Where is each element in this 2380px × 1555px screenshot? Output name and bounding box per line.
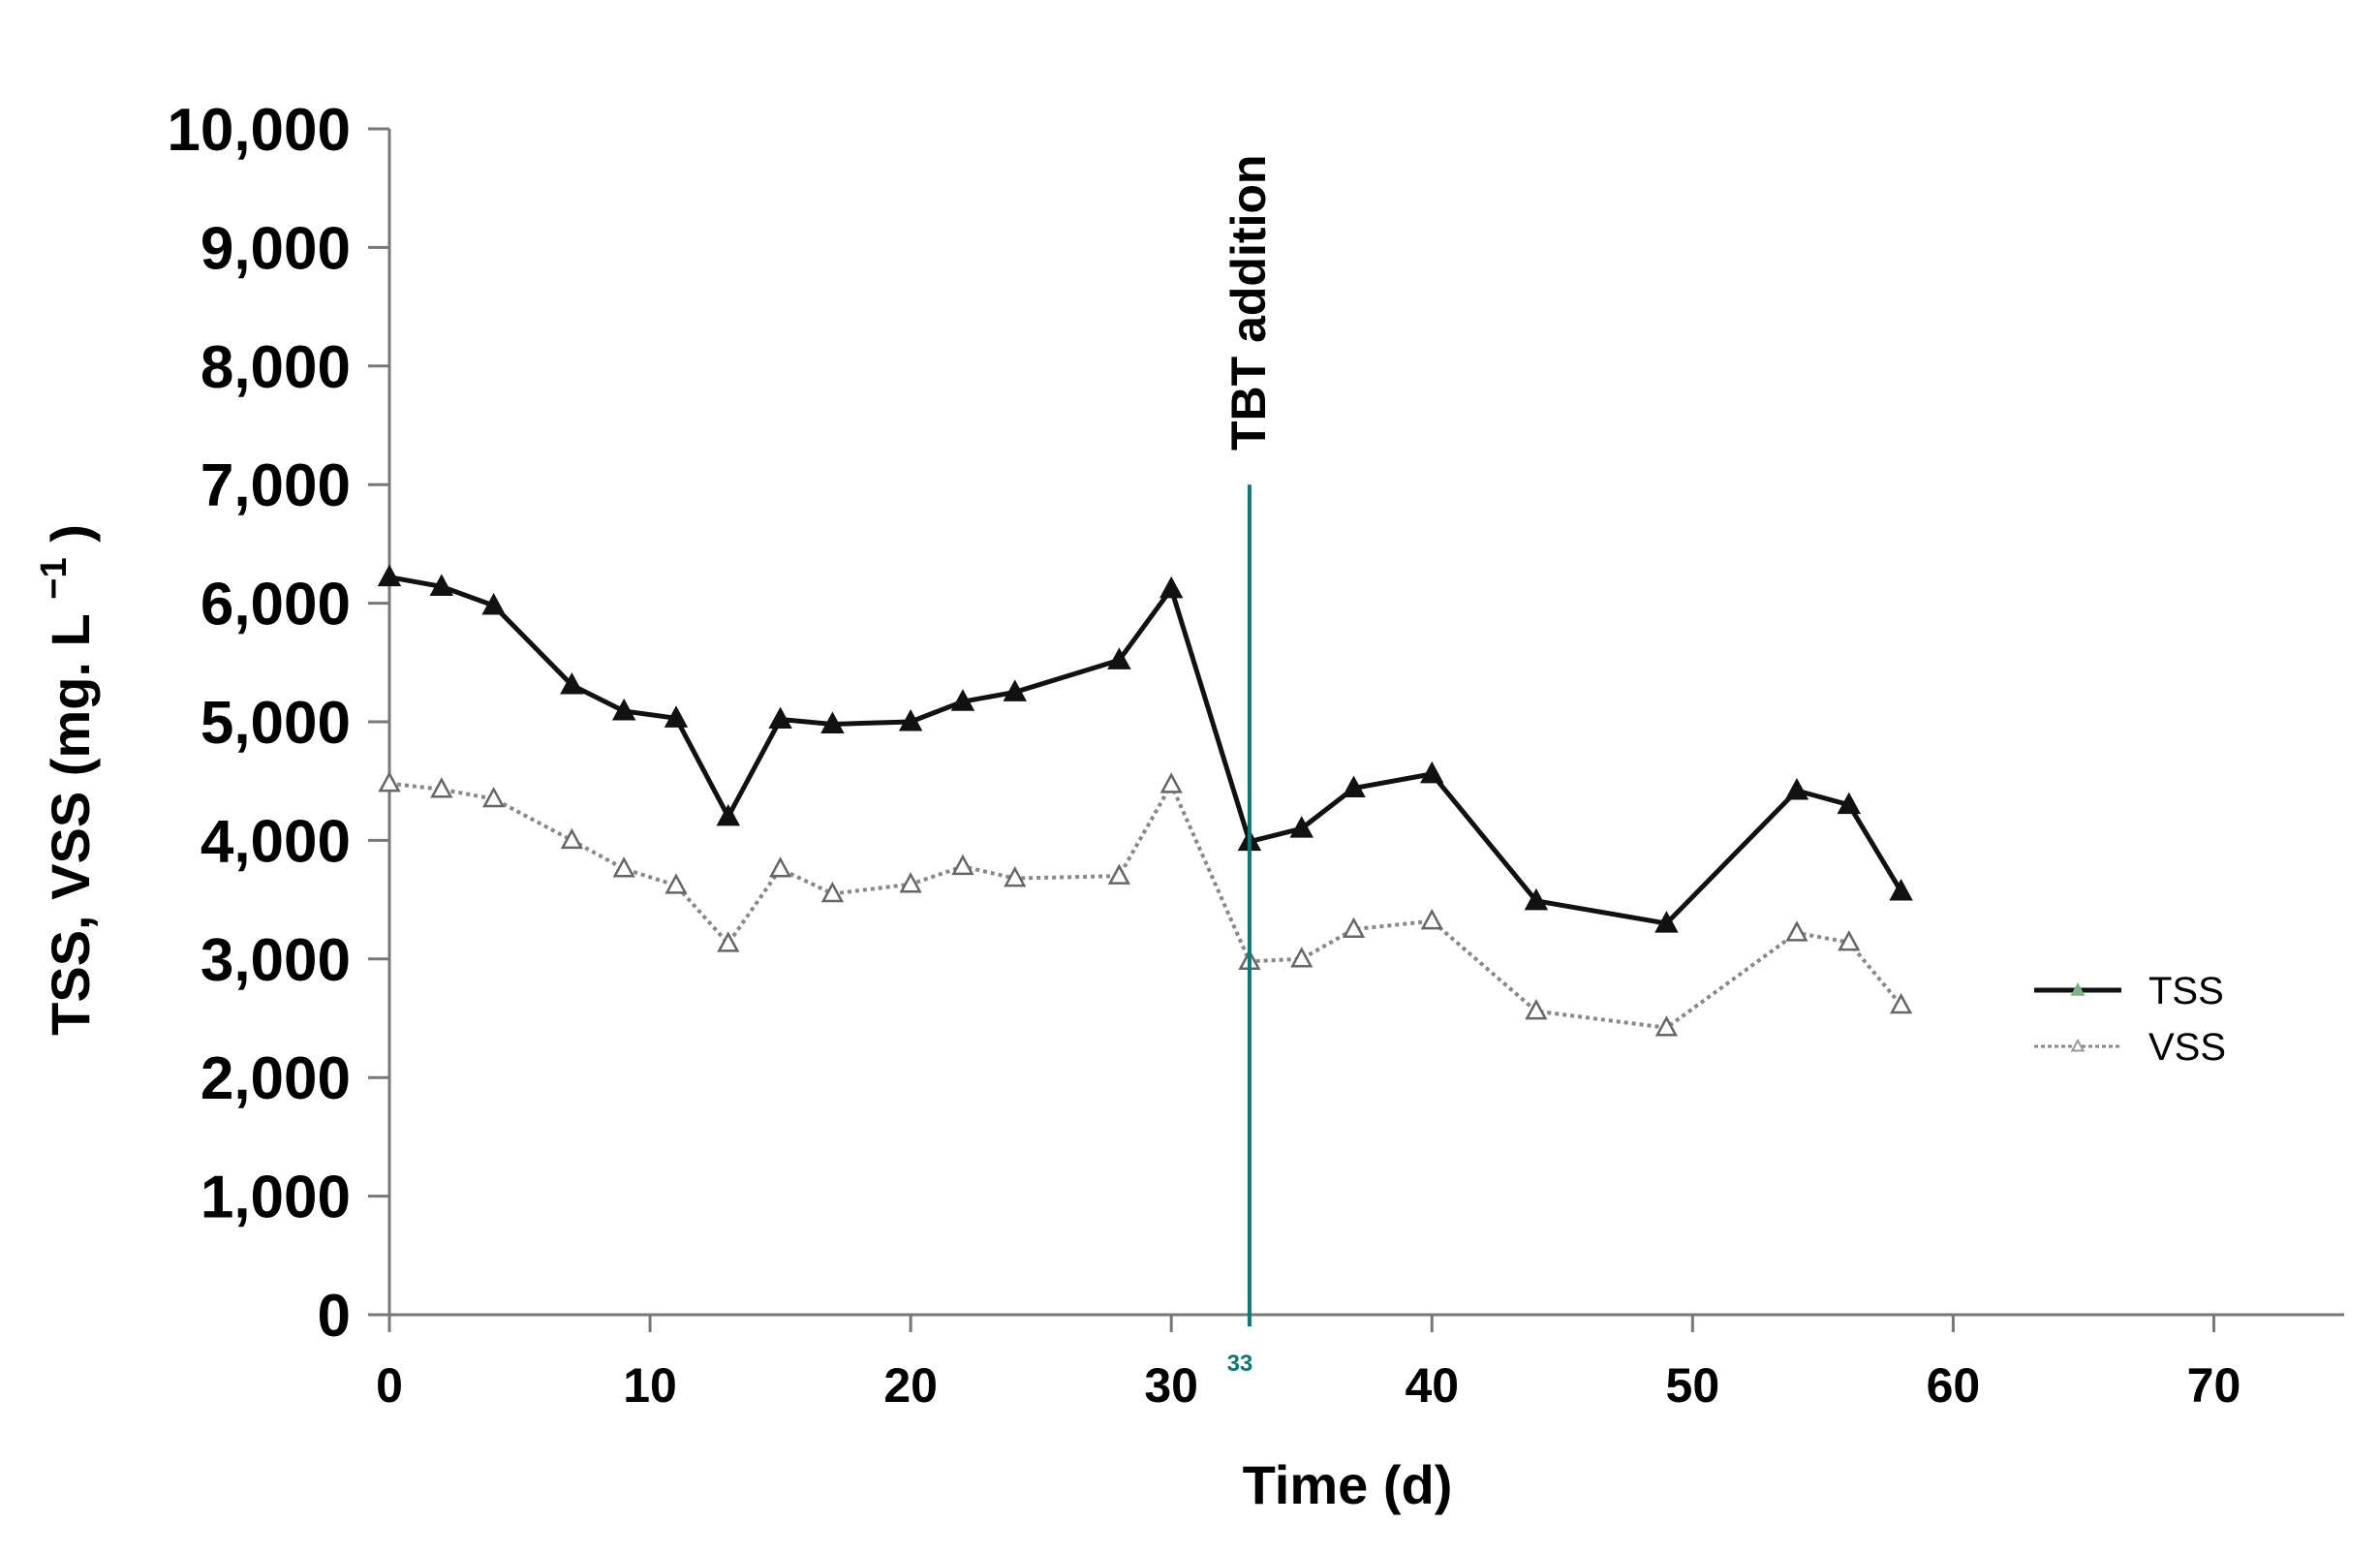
- y-axis-title-main: TSS, VSS (mg. L: [40, 614, 101, 1036]
- data-point-tss: [716, 803, 741, 826]
- data-point-vss: [1838, 930, 1861, 951]
- legend-label-vss: VSS: [2148, 1026, 2226, 1069]
- x-tick-label: 40: [1405, 1358, 1459, 1413]
- data-point-tss: [611, 698, 636, 721]
- data-point-tss: [1524, 887, 1549, 911]
- y-tick-label: 4,000: [201, 808, 351, 875]
- y-tick-label: 10,000: [167, 97, 351, 164]
- y-tick-label: 8,000: [201, 334, 351, 401]
- data-point-tss: [560, 672, 584, 695]
- legend: TSS VSS: [2034, 970, 2226, 1069]
- legend-marker-vss: [2070, 1038, 2086, 1052]
- data-point-vss: [820, 881, 845, 903]
- data-point-vss: [1785, 920, 1808, 942]
- x-tick-label: 30: [1144, 1358, 1198, 1413]
- data-point-tss: [377, 564, 402, 587]
- data-point-tss: [950, 689, 975, 711]
- data-point-tss: [768, 706, 792, 730]
- x-ticks: 0 10 20 30 40 50 60 70: [376, 1315, 2241, 1413]
- data-point-tss: [1837, 792, 1862, 815]
- tbt-addition-x-label: 33: [1227, 1351, 1253, 1377]
- y-tick-label: 7,000: [201, 452, 351, 519]
- y-tick-label: 6,000: [201, 572, 351, 638]
- y-tick-label: 2,000: [201, 1045, 351, 1112]
- x-axis-title: Time (d): [1243, 1454, 1453, 1515]
- data-point-tss: [429, 574, 454, 596]
- data-point-vss: [1159, 772, 1183, 793]
- data-point-vss: [1004, 865, 1027, 887]
- data-point-vss: [612, 856, 635, 878]
- tbt-addition-label: TBT addition: [1221, 155, 1276, 451]
- data-point-vss: [482, 786, 506, 808]
- y-axis-title-close: ): [40, 524, 101, 543]
- annotation: TBT addition 33: [1221, 155, 1276, 1378]
- data-point-vss: [717, 931, 740, 952]
- y-axis-title: TSS, VSS (mg. L −1 ): [16, 524, 101, 1036]
- y-ticks: 0 1,000 2,000 3,000 4,000 5,000 6,000 7,000 8,00…: [167, 97, 389, 1350]
- data-point-vss: [378, 771, 401, 793]
- series-tss: [377, 564, 1913, 933]
- x-tick-label: 20: [883, 1358, 938, 1413]
- legend-item-vss: VSS: [2034, 1026, 2226, 1069]
- data-point-tss: [820, 711, 845, 733]
- data-point-vss: [430, 777, 453, 798]
- legend-marker-tss: [2070, 981, 2086, 996]
- data-point-vss: [768, 856, 792, 878]
- x-tick-label: 0: [376, 1358, 403, 1413]
- y-tick-label: 3,000: [201, 927, 351, 994]
- data-point-tss: [1003, 679, 1028, 701]
- data-point-vss: [1654, 1015, 1679, 1037]
- data-point-tss: [1159, 575, 1184, 599]
- y-tick-label: 0: [318, 1283, 351, 1350]
- data-point-vss: [1342, 917, 1366, 938]
- data-point-tss: [481, 592, 506, 615]
- y-axis-title-superscript: −1: [34, 557, 75, 599]
- data-point-tss: [1107, 647, 1131, 669]
- data-point-vss: [560, 827, 583, 850]
- data-point-tss: [1342, 775, 1366, 798]
- data-point-vss: [951, 854, 974, 876]
- data-point-tss: [898, 708, 923, 731]
- legend-label-tss: TSS: [2148, 970, 2224, 1012]
- data-point-vss: [1889, 992, 1913, 1014]
- data-point-vss: [1290, 947, 1314, 968]
- legend-item-tss: TSS: [2034, 970, 2224, 1012]
- data-point-tss: [1654, 911, 1679, 933]
- y-tick-label: 5,000: [201, 690, 351, 757]
- series-layer: [377, 564, 1913, 1037]
- data-point-vss: [1107, 863, 1130, 885]
- data-point-vss: [1525, 999, 1548, 1020]
- data-point-tss: [1784, 777, 1809, 800]
- data-point-vss: [899, 872, 922, 893]
- x-tick-label: 60: [1927, 1358, 1981, 1413]
- x-tick-label: 70: [2187, 1358, 2241, 1413]
- y-tick-label: 1,000: [201, 1165, 351, 1231]
- series-line-vss: [388, 780, 1903, 1030]
- data-point-tss: [664, 705, 689, 728]
- data-point-tss: [1889, 878, 1913, 901]
- x-tick-label: 10: [623, 1358, 677, 1413]
- data-point-tss: [1289, 816, 1314, 838]
- data-point-vss: [665, 873, 688, 894]
- series-vss: [378, 771, 1913, 1037]
- data-point-vss: [1420, 909, 1443, 930]
- x-tick-label: 50: [1666, 1358, 1720, 1413]
- y-tick-label: 9,000: [201, 215, 351, 282]
- data-point-tss: [1420, 761, 1444, 784]
